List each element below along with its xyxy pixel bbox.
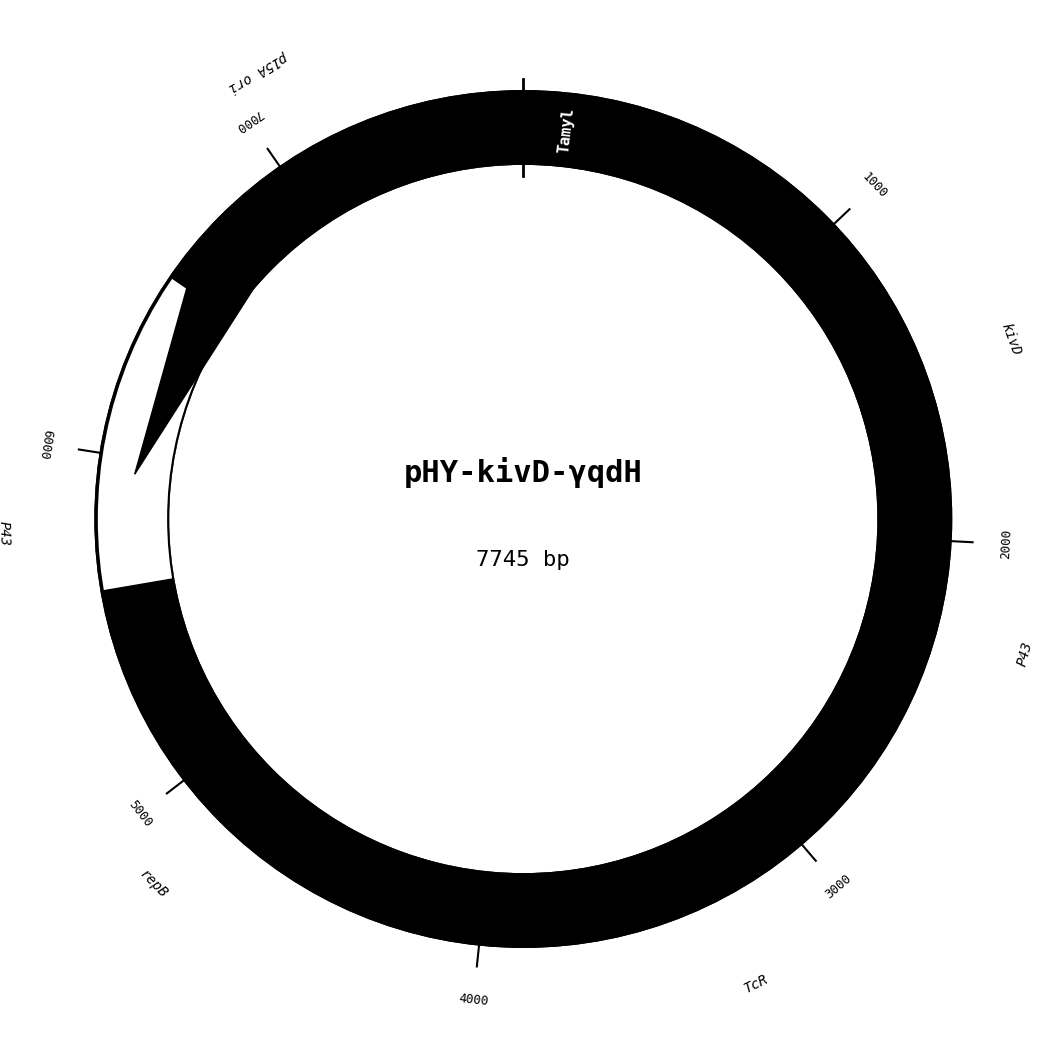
Polygon shape [770, 213, 951, 555]
Polygon shape [855, 566, 947, 672]
Text: p15A ori: p15A ori [225, 49, 291, 95]
Text: 7745 bp: 7745 bp [476, 550, 570, 570]
Text: pHY-kivD-γqdH: pHY-kivD-γqdH [404, 457, 643, 488]
Polygon shape [122, 616, 430, 931]
Text: 6000: 6000 [36, 429, 54, 460]
Polygon shape [500, 91, 630, 174]
Text: 2000: 2000 [1000, 528, 1014, 559]
Text: Tamyl: Tamyl [556, 107, 577, 154]
Text: TcR: TcR [742, 972, 770, 995]
Text: 7000: 7000 [233, 107, 265, 135]
Text: kivD: kivD [999, 321, 1023, 357]
Text: repB: repB [136, 867, 169, 901]
Text: 3000: 3000 [822, 872, 853, 901]
Polygon shape [452, 676, 906, 947]
Text: 4000: 4000 [458, 992, 489, 1008]
Text: 5000: 5000 [126, 798, 155, 830]
Text: P43: P43 [1015, 640, 1035, 667]
Polygon shape [102, 91, 951, 947]
Text: 1000: 1000 [859, 170, 890, 201]
Polygon shape [171, 100, 484, 318]
Text: P43: P43 [0, 520, 11, 546]
